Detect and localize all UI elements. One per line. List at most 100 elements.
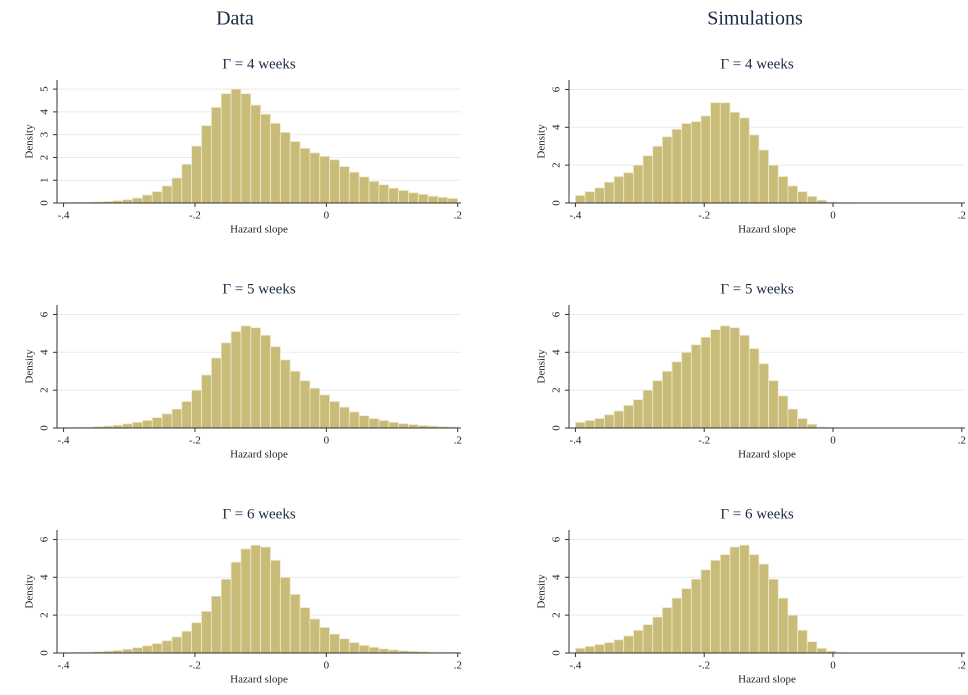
bar — [719, 325, 731, 429]
x-tick-label: -.4 — [569, 660, 581, 672]
y-tick-label: 0 — [551, 650, 563, 656]
bar — [378, 648, 390, 654]
bar — [240, 548, 252, 654]
bar — [191, 389, 202, 429]
bar — [329, 159, 340, 204]
bar — [191, 622, 202, 654]
bar — [594, 187, 605, 204]
bar — [398, 423, 409, 429]
bar — [230, 331, 242, 429]
bar — [339, 638, 350, 654]
x-tick-label: -.4 — [58, 210, 70, 222]
y-tick-label: 4 — [39, 574, 51, 580]
y-axis-label: Density — [536, 124, 548, 159]
bar — [777, 176, 789, 204]
x-axis-label: Hazard slope — [738, 449, 796, 461]
bar — [250, 104, 262, 204]
x-tick-label: .2 — [958, 210, 966, 222]
y-tick-label: 6 — [551, 86, 563, 92]
bar — [319, 394, 331, 429]
bar — [768, 380, 779, 429]
bar — [358, 176, 370, 204]
bar — [270, 346, 281, 429]
bar — [797, 191, 808, 204]
y-tick-label: 4 — [551, 124, 563, 130]
bar — [122, 423, 133, 429]
x-tick-label: -.2 — [698, 435, 710, 447]
bar — [447, 198, 459, 204]
bar — [652, 145, 663, 204]
y-tick-label: 2 — [39, 612, 51, 618]
bar — [681, 123, 692, 204]
bar — [161, 413, 173, 429]
y-tick-label: 6 — [39, 536, 51, 542]
bar — [700, 569, 712, 654]
bar — [437, 196, 449, 204]
bar — [398, 190, 409, 204]
bar — [279, 131, 291, 204]
bar — [329, 401, 340, 429]
bar — [230, 88, 242, 204]
bar — [594, 644, 605, 654]
bar — [309, 152, 321, 204]
x-tick-label: -.4 — [58, 660, 70, 672]
y-tick-label: 0 — [551, 425, 563, 431]
bar — [748, 348, 760, 429]
bar — [378, 420, 390, 429]
x-tick-label: -.4 — [569, 210, 581, 222]
y-axis-label: Density — [24, 349, 36, 384]
bar — [700, 336, 712, 429]
bar — [604, 642, 615, 654]
x-axis-label: Hazard slope — [738, 224, 796, 236]
bar — [171, 636, 183, 654]
y-tick-label: 4 — [39, 109, 51, 115]
y-tick-label: 6 — [551, 536, 563, 542]
y-tick-label: 2 — [551, 387, 563, 393]
x-axis-label: Hazard slope — [230, 674, 288, 686]
bar — [710, 102, 721, 204]
bar — [279, 576, 291, 654]
bar — [623, 635, 634, 654]
panel-title: Γ = 4 weeks — [720, 56, 794, 72]
bar — [575, 195, 586, 204]
y-axis-label: Density — [536, 574, 548, 609]
bar — [299, 380, 311, 429]
bar — [748, 134, 760, 204]
bar — [161, 640, 173, 654]
bar — [584, 191, 596, 204]
bar — [594, 418, 605, 429]
x-tick-label: .2 — [454, 210, 462, 222]
y-tick-label: 3 — [39, 131, 51, 137]
bar — [368, 180, 380, 204]
bar — [797, 629, 808, 654]
x-tick-label: -.2 — [698, 210, 710, 222]
bar — [388, 187, 399, 204]
bar — [329, 633, 340, 654]
bar — [632, 399, 644, 429]
bar — [748, 554, 760, 654]
bar — [671, 597, 683, 654]
bar — [319, 627, 331, 654]
bar — [408, 192, 419, 204]
panel-title: Γ = 6 weeks — [720, 506, 794, 522]
bar — [671, 361, 683, 429]
bar — [652, 616, 663, 654]
y-tick-label: 4 — [551, 574, 563, 580]
x-tick-label: -.2 — [189, 435, 201, 447]
bar — [671, 128, 683, 204]
x-tick-label: 0 — [324, 210, 330, 222]
x-tick-label: -.2 — [189, 210, 201, 222]
bar — [132, 647, 143, 654]
bar — [806, 641, 818, 654]
bar — [613, 176, 625, 204]
x-tick-label: 0 — [830, 435, 836, 447]
bar — [758, 363, 770, 429]
bar — [151, 191, 163, 204]
bar — [768, 578, 779, 654]
x-tick-label: 0 — [830, 660, 836, 672]
bar — [279, 359, 291, 429]
column-header: Data — [216, 8, 254, 30]
y-axis-label: Density — [24, 574, 36, 609]
bar — [122, 199, 133, 204]
